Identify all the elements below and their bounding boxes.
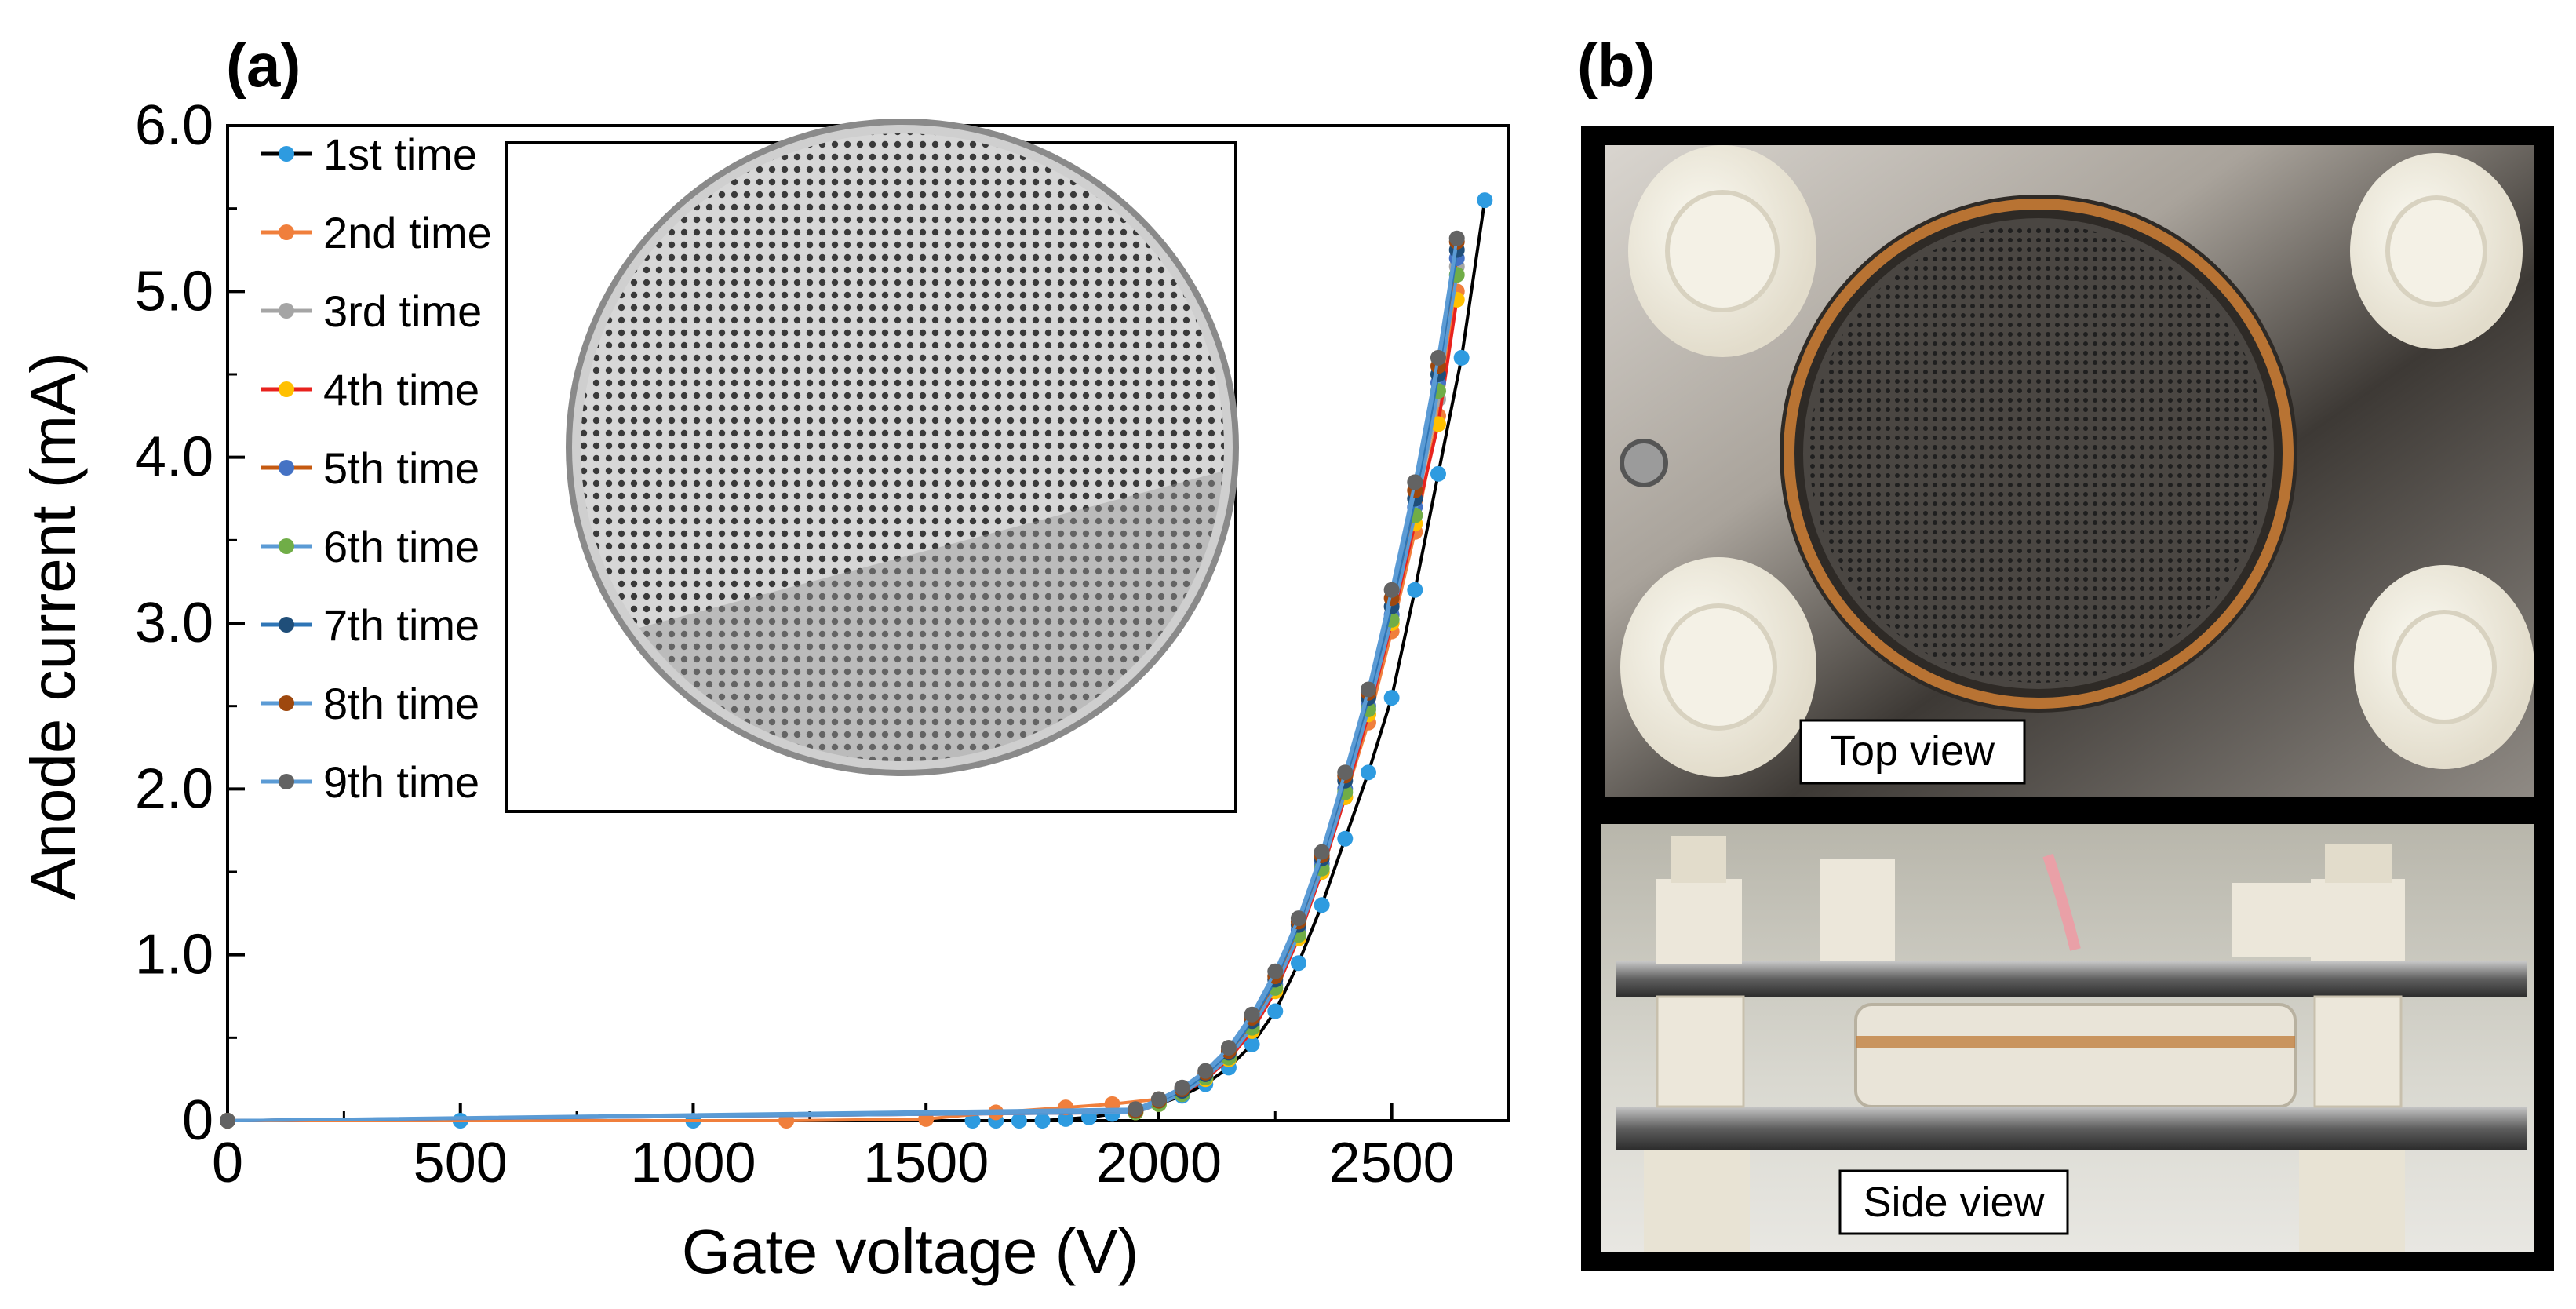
- legend-label: 2nd time: [323, 208, 492, 257]
- legend-label: 6th time: [323, 522, 479, 571]
- legend-label: 5th time: [323, 443, 479, 493]
- y-tick-label: 1.0: [135, 924, 213, 986]
- data-point: [1453, 349, 1470, 366]
- data-point: [1448, 230, 1465, 246]
- legend-marker: [279, 538, 294, 554]
- side-view-caption: Side view: [1863, 1179, 2045, 1226]
- data-point: [1290, 955, 1306, 972]
- data-point: [964, 1113, 981, 1129]
- legend-marker: [279, 303, 294, 319]
- data-point: [1337, 764, 1354, 781]
- x-tick-label: 0: [212, 1132, 243, 1194]
- data-point: [1430, 349, 1446, 366]
- legend-label: 4th time: [323, 365, 479, 414]
- top-view-photo: Top view: [1581, 126, 2554, 808]
- data-point: [1430, 465, 1446, 482]
- data-point: [1197, 1063, 1214, 1079]
- legend-marker: [279, 695, 294, 711]
- data-point: [1267, 963, 1284, 979]
- legend-marker: [279, 460, 294, 476]
- panel-a-label: (a): [226, 31, 301, 100]
- data-point: [1477, 192, 1493, 209]
- x-axis-label: Gate voltage (V): [682, 1216, 1139, 1286]
- x-tick-label: 500: [414, 1132, 508, 1194]
- legend-item: 8th time: [261, 679, 479, 728]
- data-point: [220, 1113, 235, 1129]
- legend-marker: [279, 224, 294, 240]
- side-view-photo: Side view: [1581, 808, 2554, 1271]
- legend-label: 8th time: [323, 679, 479, 728]
- data-point: [1290, 910, 1306, 927]
- data-point: [1267, 1003, 1284, 1019]
- legend-marker: [279, 617, 294, 633]
- y-tick-label: 5.0: [135, 260, 213, 323]
- data-point: [1407, 582, 1423, 598]
- data-point: [1383, 582, 1400, 598]
- top-view-caption-box: [1799, 719, 2026, 785]
- legend-label: 1st time: [323, 129, 477, 179]
- top-view-caption: Top view: [1830, 727, 1995, 775]
- legend-marker: [279, 146, 294, 162]
- data-point: [1128, 1101, 1144, 1118]
- series-9: [220, 230, 1465, 1129]
- series-line: [227, 274, 1459, 1122]
- data-point: [1314, 897, 1330, 913]
- legend-label: 7th time: [323, 600, 479, 650]
- y-tick-label: 3.0: [135, 592, 213, 654]
- y-axis-label: Anode current (mA): [18, 352, 88, 900]
- x-tick-label: 2500: [1329, 1132, 1455, 1194]
- legend-label: 3rd time: [323, 286, 482, 336]
- data-point: [1058, 1110, 1074, 1127]
- y-tick-label: 6.0: [135, 94, 213, 157]
- data-point: [1034, 1113, 1051, 1129]
- legend-marker: [279, 774, 294, 789]
- data-point: [1244, 1036, 1260, 1052]
- data-point: [1174, 1079, 1190, 1096]
- x-tick-label: 1500: [863, 1132, 989, 1194]
- legend-marker: [279, 381, 294, 397]
- gate-grid-photo: [505, 119, 1239, 813]
- data-point: [1407, 474, 1423, 490]
- legend-label: 9th time: [323, 757, 479, 807]
- y-tick-label: 4.0: [135, 426, 213, 489]
- legend-item: 3rd time: [261, 286, 482, 336]
- legend-item: 6th time: [261, 522, 479, 571]
- data-point: [1337, 830, 1354, 847]
- data-point: [1220, 1040, 1237, 1056]
- x-tick-label: 1000: [630, 1132, 756, 1194]
- legend-item: 5th time: [261, 443, 479, 493]
- data-point: [1314, 844, 1330, 860]
- x-tick-label: 2000: [1096, 1132, 1222, 1194]
- data-point: [1360, 764, 1376, 781]
- legend-item: 1st time: [261, 129, 477, 179]
- data-point: [1011, 1113, 1027, 1129]
- data-point: [1360, 681, 1376, 698]
- data-point: [1383, 690, 1400, 706]
- data-point: [1150, 1091, 1167, 1107]
- y-tick-label: 2.0: [135, 757, 213, 820]
- side-view-caption-box: [1838, 1169, 2069, 1235]
- legend-item: 4th time: [261, 365, 479, 414]
- data-point: [1244, 1006, 1260, 1023]
- legend-item: 2nd time: [261, 208, 492, 257]
- legend-item: 9th time: [261, 757, 479, 807]
- panel-b-label: (b): [1577, 31, 1656, 100]
- series-line: [227, 238, 1459, 1122]
- y-tick-label: 0: [182, 1089, 213, 1152]
- legend-item: 7th time: [261, 600, 479, 650]
